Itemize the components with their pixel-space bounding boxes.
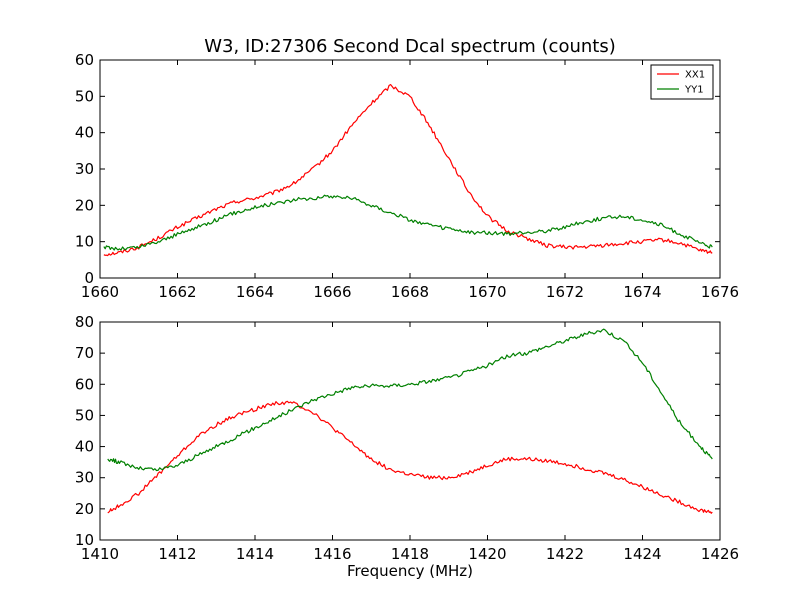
- x-tick-label: 1676: [701, 283, 739, 301]
- legend-label-yy1: YY1: [684, 85, 704, 96]
- x-tick-label: 1662: [158, 283, 196, 301]
- x-axis: 1660 1662 1664 1666 1668 1670 1672 1674 1676: [81, 60, 739, 301]
- x-tick-label: 1420: [468, 545, 506, 563]
- x-tick-label: 1414: [236, 545, 274, 563]
- x-tick-label: 1412: [158, 545, 196, 563]
- x-tick-label: 1672: [546, 283, 584, 301]
- y-tick-label: 10: [75, 531, 94, 549]
- y-tick-label: 20: [75, 500, 94, 518]
- x-tick-label: 1664: [236, 283, 274, 301]
- x-tick-label: 1666: [313, 283, 351, 301]
- y-tick-label: 40: [75, 438, 94, 456]
- chart-title: W3, ID:27306 Second Dcal spectrum (count…: [204, 36, 616, 57]
- y-tick-label: 80: [75, 313, 94, 331]
- x-axis: 1410 1412 1414 1416 1418 1420 1422 1424 1426: [81, 322, 739, 563]
- series-line-yy1: [103, 194, 713, 251]
- series-group: [103, 83, 713, 257]
- legend-box: [650, 64, 714, 100]
- y-tick-label: 30: [75, 469, 94, 487]
- x-tick-label: 1422: [546, 545, 584, 563]
- x-tick-label: 1410: [81, 545, 119, 563]
- y-tick-label: 60: [75, 51, 94, 69]
- x-tick-label: 1426: [701, 545, 739, 563]
- y-axis: 10 20 30 40 50 60 70 80: [75, 313, 720, 549]
- y-tick-label: 70: [75, 344, 94, 362]
- y-tick-label: 40: [75, 124, 94, 142]
- x-tick-label: 1660: [81, 283, 119, 301]
- x-tick-label: 1424: [623, 545, 661, 563]
- x-tick-label: 1668: [391, 283, 429, 301]
- bottom-spectrum-chart: Frequency (MHz) 1410 1412 1414 1416 1418 1420…: [75, 313, 739, 580]
- y-tick-label: 30: [75, 160, 94, 178]
- series-line-1: [107, 328, 713, 472]
- series-line-0: [107, 400, 713, 514]
- x-tick-label: 1670: [468, 283, 506, 301]
- x-axis-label: Frequency (MHz): [347, 562, 473, 580]
- y-tick-label: 50: [75, 87, 94, 105]
- x-tick-label: 1416: [313, 545, 351, 563]
- series-group: [107, 328, 713, 514]
- y-axis: 0 10 20 30 40 50 60: [75, 51, 720, 287]
- x-tick-label: 1418: [391, 545, 429, 563]
- y-tick-label: 10: [75, 233, 94, 251]
- x-tick-label: 1674: [623, 283, 661, 301]
- series-line-xx1: [103, 83, 713, 257]
- y-tick-label: 20: [75, 196, 94, 214]
- top-spectrum-chart: W3, ID:27306 Second Dcal spectrum (count…: [75, 36, 739, 301]
- y-tick-label: 50: [75, 406, 94, 424]
- y-tick-label: 0: [84, 269, 94, 287]
- y-tick-label: 60: [75, 375, 94, 393]
- legend-label-xx1: XX1: [685, 70, 705, 81]
